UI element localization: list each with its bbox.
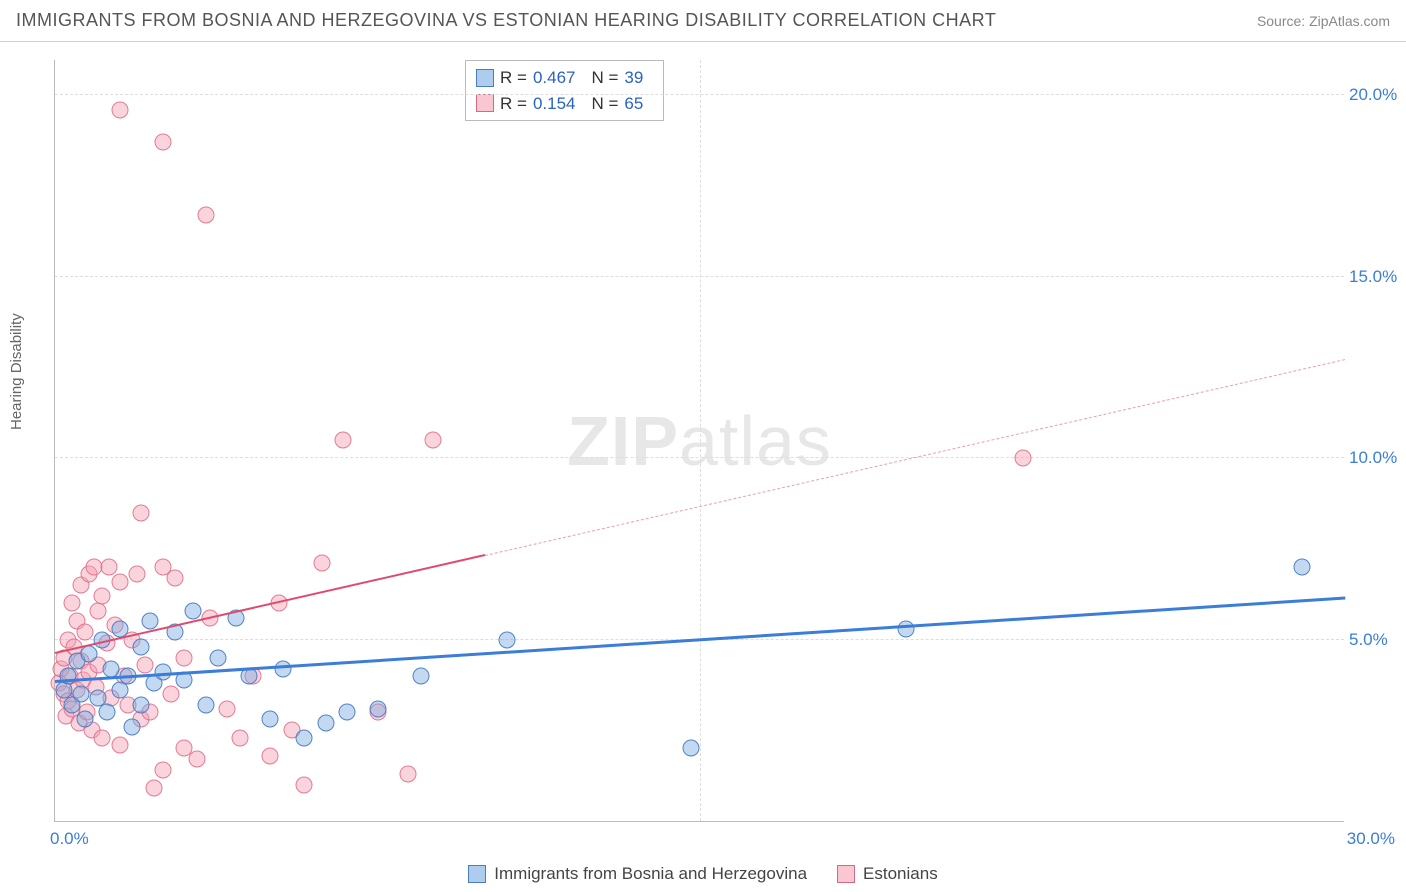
data-point <box>210 649 227 666</box>
data-point <box>124 718 141 735</box>
data-point <box>72 686 89 703</box>
stats-legend: R = 0.467 N = 39 R = 0.154 N = 65 <box>465 60 664 121</box>
data-point <box>231 729 248 746</box>
swatch-icon <box>837 865 855 883</box>
data-point <box>335 432 352 449</box>
data-point <box>313 555 330 572</box>
data-point <box>369 700 386 717</box>
data-point <box>81 646 98 663</box>
data-point <box>94 588 111 605</box>
data-point <box>296 776 313 793</box>
data-point <box>339 704 356 721</box>
source-label: Source: ZipAtlas.com <box>1257 13 1390 29</box>
title-bar: IMMIGRANTS FROM BOSNIA AND HERZEGOVINA V… <box>0 0 1406 42</box>
data-point <box>111 573 128 590</box>
swatch-icon <box>476 94 494 112</box>
data-point <box>154 134 171 151</box>
data-point <box>133 696 150 713</box>
data-point <box>184 602 201 619</box>
data-point <box>102 660 119 677</box>
data-point <box>197 207 214 224</box>
data-point <box>94 729 111 746</box>
data-point <box>262 711 279 728</box>
data-point <box>133 504 150 521</box>
data-point <box>137 656 154 673</box>
data-point <box>219 700 236 717</box>
legend-row: R = 0.467 N = 39 <box>476 65 653 91</box>
data-point <box>898 620 915 637</box>
data-point <box>425 432 442 449</box>
data-point <box>412 667 429 684</box>
data-point <box>77 624 94 641</box>
data-point <box>145 780 162 797</box>
data-point <box>498 631 515 648</box>
x-tick-label: 30.0% <box>1347 829 1395 849</box>
plot-area: ZIPatlas R = 0.467 N = 39 R = 0.154 N = … <box>54 60 1344 822</box>
data-point <box>317 715 334 732</box>
data-point <box>167 569 184 586</box>
data-point <box>111 682 128 699</box>
data-point <box>111 620 128 637</box>
data-point <box>176 649 193 666</box>
series-legend: Immigrants from Bosnia and Herzegovina E… <box>0 864 1406 884</box>
data-point <box>683 740 700 757</box>
data-point <box>1294 559 1311 576</box>
legend-item: Immigrants from Bosnia and Herzegovina <box>468 864 807 884</box>
data-point <box>399 765 416 782</box>
data-point <box>262 747 279 764</box>
data-point <box>188 751 205 768</box>
data-point <box>163 686 180 703</box>
data-point <box>154 762 171 779</box>
chart-title: IMMIGRANTS FROM BOSNIA AND HERZEGOVINA V… <box>16 10 996 31</box>
data-point <box>141 613 158 630</box>
y-tick-label: 20.0% <box>1349 85 1404 105</box>
legend-item: Estonians <box>837 864 938 884</box>
y-axis-title: Hearing Disability <box>8 313 25 430</box>
data-point <box>111 101 128 118</box>
gridline <box>700 60 701 821</box>
data-point <box>90 602 107 619</box>
data-point <box>98 704 115 721</box>
data-point <box>111 736 128 753</box>
data-point <box>128 566 145 583</box>
data-point <box>1014 450 1031 467</box>
data-point <box>133 638 150 655</box>
data-point <box>296 729 313 746</box>
y-tick-label: 10.0% <box>1349 448 1404 468</box>
data-point <box>197 696 214 713</box>
swatch-icon <box>476 69 494 87</box>
y-tick-label: 5.0% <box>1349 630 1404 650</box>
y-tick-label: 15.0% <box>1349 267 1404 287</box>
x-tick-label: 0.0% <box>50 829 89 849</box>
data-point <box>77 711 94 728</box>
data-point <box>64 595 81 612</box>
swatch-icon <box>468 865 486 883</box>
